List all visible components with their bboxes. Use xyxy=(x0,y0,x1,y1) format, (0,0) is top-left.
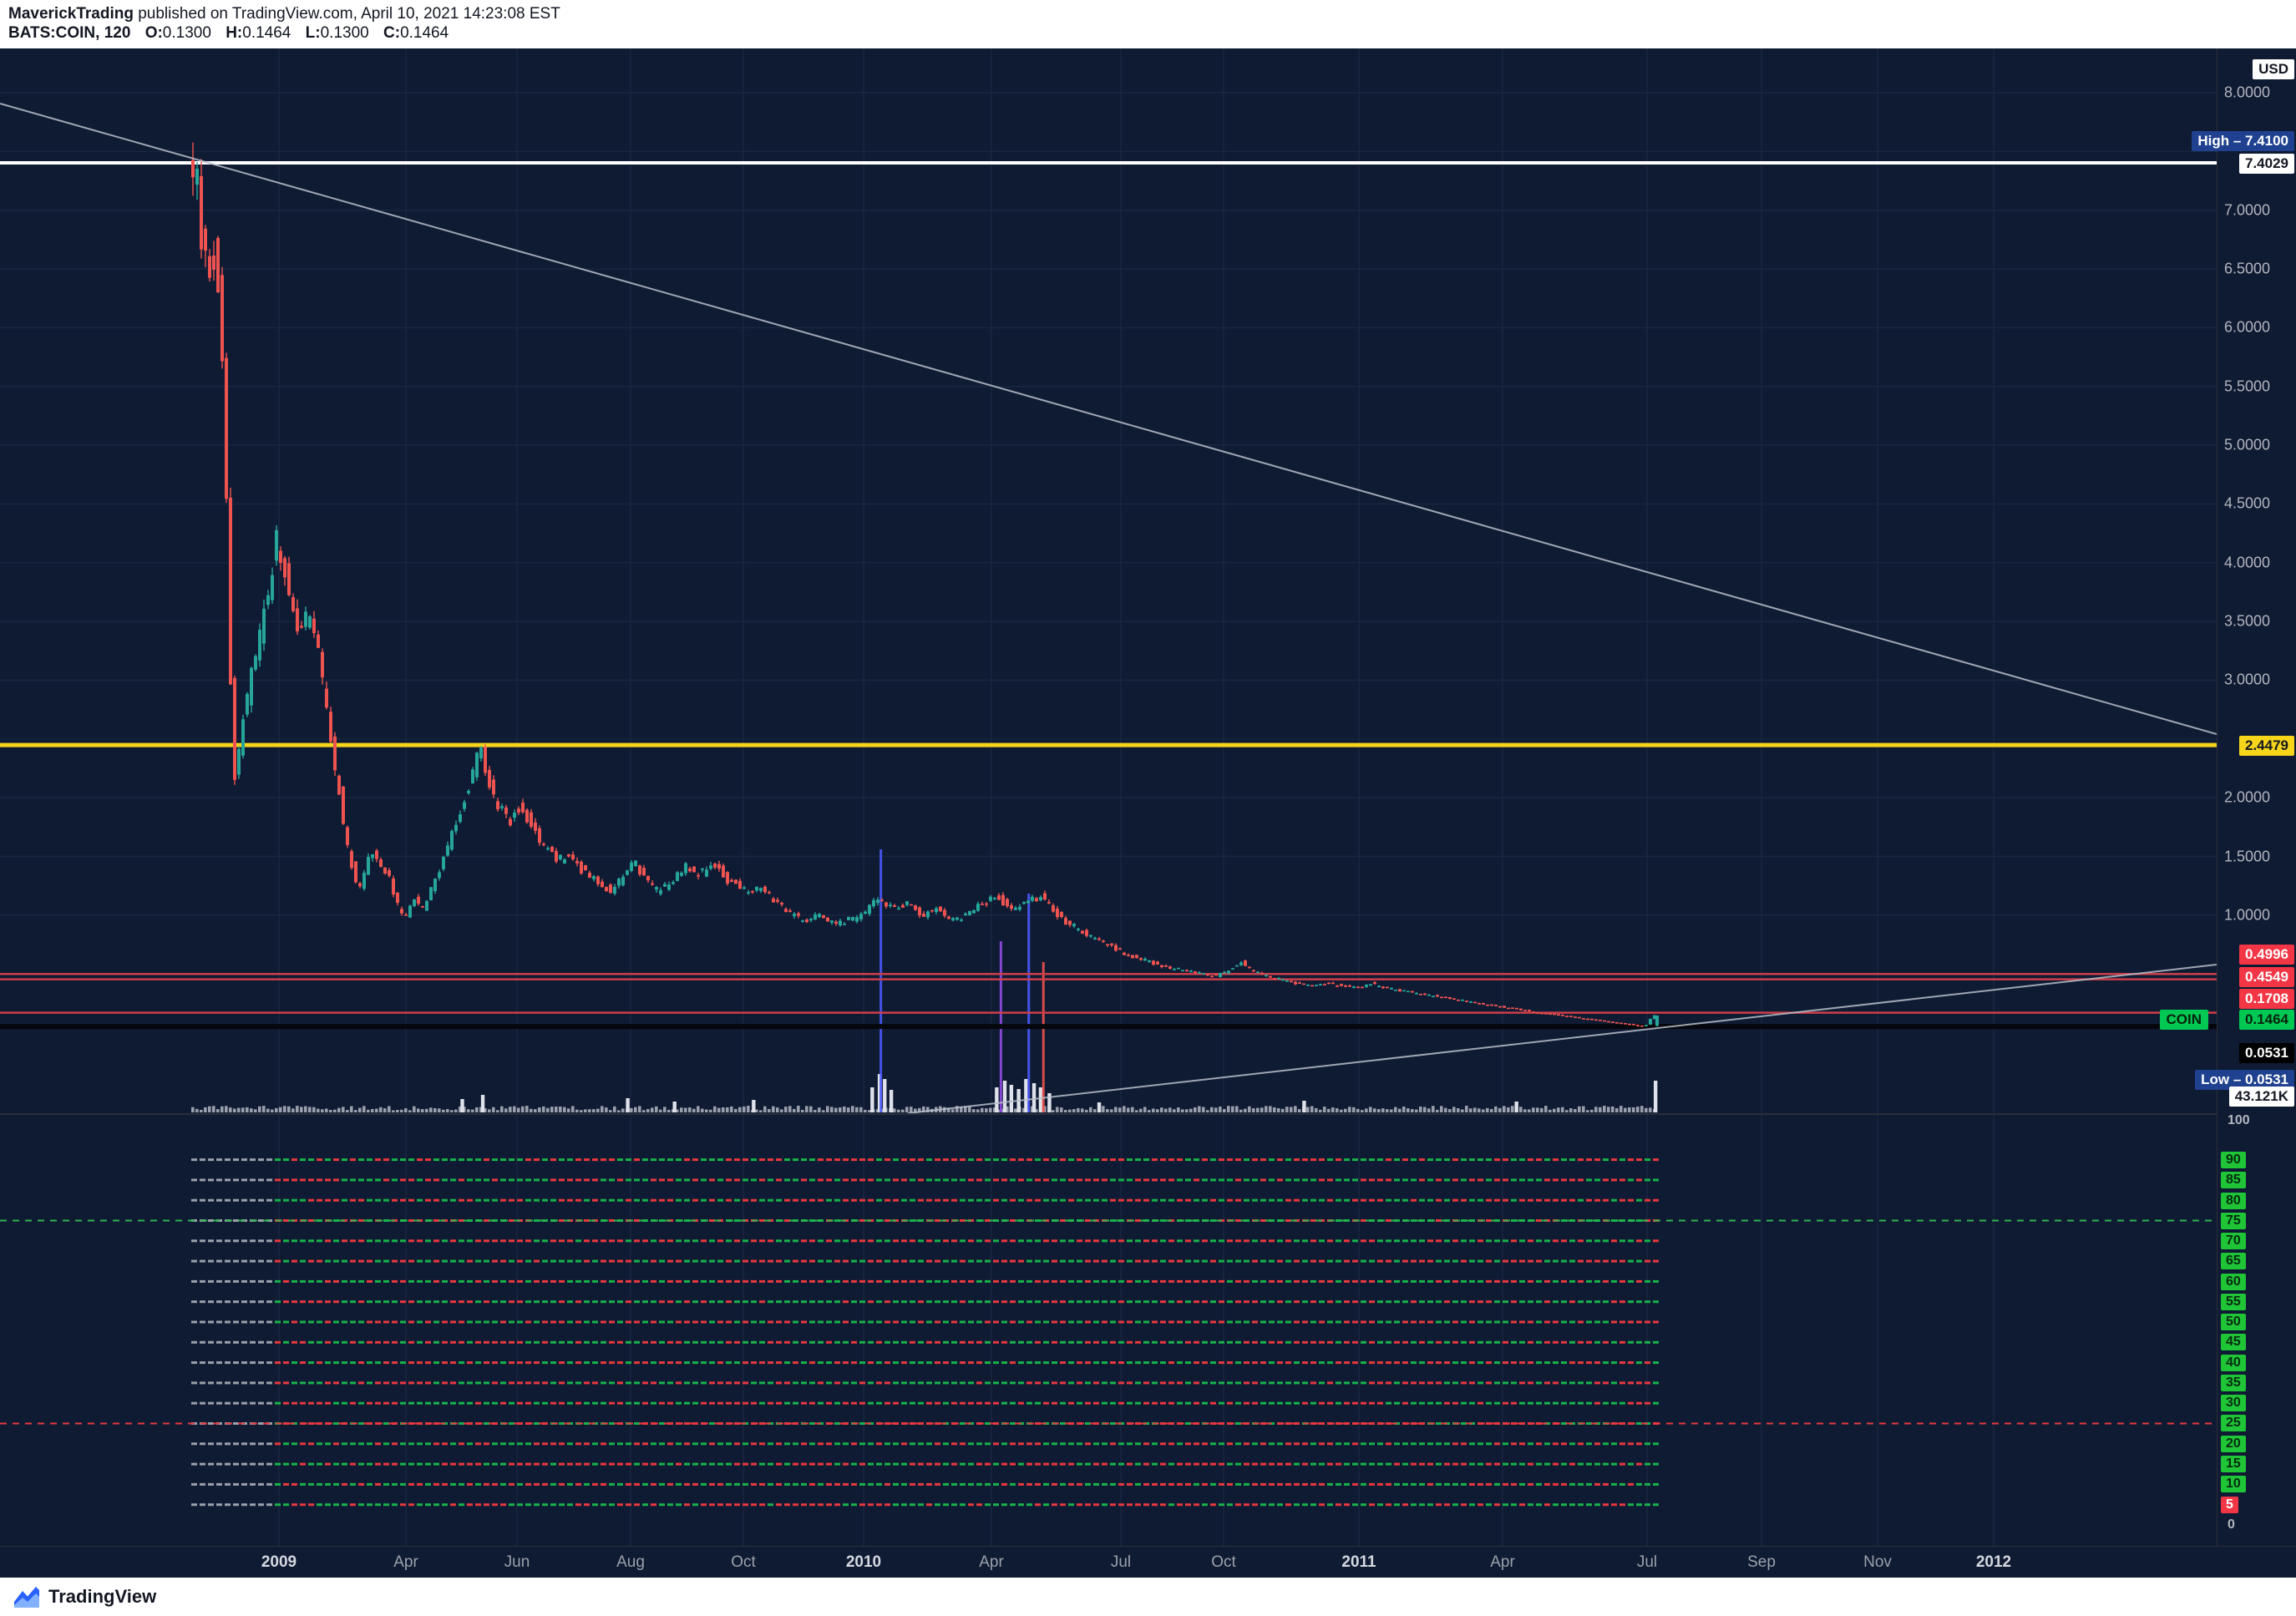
oscillator-scale-label: 40 xyxy=(2221,1355,2246,1371)
oscillator-scale-label: 30 xyxy=(2221,1395,2246,1411)
price-tick-label: 5.0000 xyxy=(2224,436,2271,453)
time-tick-label: Oct xyxy=(731,1553,756,1571)
oscillator-scale-label: 10 xyxy=(2221,1476,2246,1492)
oscillator-scale-label: 90 xyxy=(2221,1152,2246,1168)
oscillator-scale-label: 85 xyxy=(2221,1172,2246,1188)
price-tick-label: 3.5000 xyxy=(2224,612,2271,630)
oscillator-scale-label: 35 xyxy=(2221,1375,2246,1391)
open-label: O: xyxy=(144,24,163,42)
price-label-badge: 0.1464 xyxy=(2239,1010,2294,1030)
time-tick-label: 2012 xyxy=(1975,1553,2012,1571)
close-label: C: xyxy=(383,24,401,42)
oscillator-scale-label: 45 xyxy=(2221,1334,2246,1350)
price-label-badge: High – 7.4100 xyxy=(2192,131,2294,151)
price-label-badge: 2.4479 xyxy=(2239,736,2294,756)
price-tick-label: 4.0000 xyxy=(2224,554,2271,571)
time-tick-label: 2010 xyxy=(845,1553,882,1571)
chart-canvas[interactable] xyxy=(0,48,2217,1546)
oscillator-scale-label: 25 xyxy=(2221,1415,2246,1431)
oscillator-scale-label: 15 xyxy=(2221,1456,2246,1472)
time-tick-label: Sep xyxy=(1747,1553,1776,1571)
price-tick-label: 3.0000 xyxy=(2224,671,2271,688)
oscillator-scale-label: 100 xyxy=(2228,1113,2250,1127)
price-label-badge: 0.0531 xyxy=(2239,1043,2294,1063)
price-scale[interactable]: 8.0000 7.0000 6.5000 6.0000 5.5000 5.0000 4.50… xyxy=(2192,48,2296,1546)
price-tick-label: 1.0000 xyxy=(2224,906,2271,924)
tradingview-logo-icon[interactable] xyxy=(13,1586,40,1608)
price-label-badge: USD xyxy=(2253,59,2294,79)
time-tick-label: Nov xyxy=(1863,1553,1892,1571)
chart-area[interactable]: COIN xyxy=(0,48,2217,1546)
high-label: H: xyxy=(226,24,243,42)
snapshot-header: MaverickTrading published on TradingView… xyxy=(0,0,2296,48)
publish-info: published on TradingView.com, April 10, … xyxy=(133,5,560,23)
oscillator-scale-label: 60 xyxy=(2221,1274,2246,1290)
open-value: 0.1300 xyxy=(162,24,211,42)
price-label-badge: 0.4549 xyxy=(2239,967,2294,987)
oscillator-scale-label: 0 xyxy=(2228,1517,2235,1532)
symbol-interval: BATS:COIN, 120 xyxy=(8,24,131,42)
time-tick-label: Oct xyxy=(1211,1553,1236,1571)
time-tick-label: Jun xyxy=(504,1553,530,1571)
price-tick-label: 5.5000 xyxy=(2224,377,2271,395)
oscillator-scale-label: 65 xyxy=(2221,1253,2246,1269)
time-tick-label: 2009 xyxy=(261,1553,297,1571)
time-tick-label: Jul xyxy=(1110,1553,1132,1571)
tradingview-brand[interactable]: TradingView xyxy=(48,1586,157,1607)
oscillator-scale-label: 50 xyxy=(2221,1314,2246,1330)
time-tick-label: 2011 xyxy=(1341,1553,1376,1571)
oscillator-scale-label: 55 xyxy=(2221,1294,2246,1310)
time-tick-label: Apr xyxy=(393,1553,418,1571)
close-value: 0.1464 xyxy=(400,24,449,42)
price-label-badge: 43.121K xyxy=(2228,1087,2294,1107)
price-label-badge: 0.4996 xyxy=(2239,945,2294,965)
low-label: L: xyxy=(305,24,321,42)
oscillator-scale-label: 80 xyxy=(2221,1193,2246,1209)
price-label-badge: 7.4029 xyxy=(2239,154,2294,174)
price-tick-label: 2.0000 xyxy=(2224,788,2271,806)
high-value: 0.1464 xyxy=(242,24,291,42)
oscillator-scale-label: 70 xyxy=(2221,1233,2246,1249)
price-tick-label: 6.0000 xyxy=(2224,318,2271,336)
oscillator-scale-label: 75 xyxy=(2221,1213,2246,1229)
time-scale[interactable]: 2009 Apr Jun Aug Oct 2010 Apr Jul Oct 2011 Apr Jul S… xyxy=(0,1546,2296,1578)
publish-line: MaverickTrading published on TradingView… xyxy=(8,4,2296,23)
price-tick-label: 8.0000 xyxy=(2224,84,2271,101)
price-tick-label: 1.5000 xyxy=(2224,848,2271,865)
time-tick-label: Apr xyxy=(979,1553,1004,1571)
series-symbol-tag: COIN xyxy=(2159,1010,2208,1030)
author-name: MaverickTrading xyxy=(8,5,134,23)
oscillator-scale-label: 5 xyxy=(2221,1497,2238,1513)
oscillator-scale-label: 20 xyxy=(2221,1436,2246,1452)
price-tick-label: 4.5000 xyxy=(2224,494,2271,512)
snapshot-footer: TradingView xyxy=(0,1578,2296,1616)
time-tick-label: Apr xyxy=(1490,1553,1515,1571)
time-tick-label: Aug xyxy=(616,1553,645,1571)
price-tick-label: 7.0000 xyxy=(2224,201,2271,219)
price-tick-label: 6.5000 xyxy=(2224,260,2271,277)
symbol-line: BATS:COIN, 120 O:0.1300 H:0.1464 L:0.130… xyxy=(8,23,2296,43)
time-tick-label: Jul xyxy=(1636,1553,1658,1571)
low-value: 0.1300 xyxy=(320,24,369,42)
price-label-badge: 0.1708 xyxy=(2239,989,2294,1009)
